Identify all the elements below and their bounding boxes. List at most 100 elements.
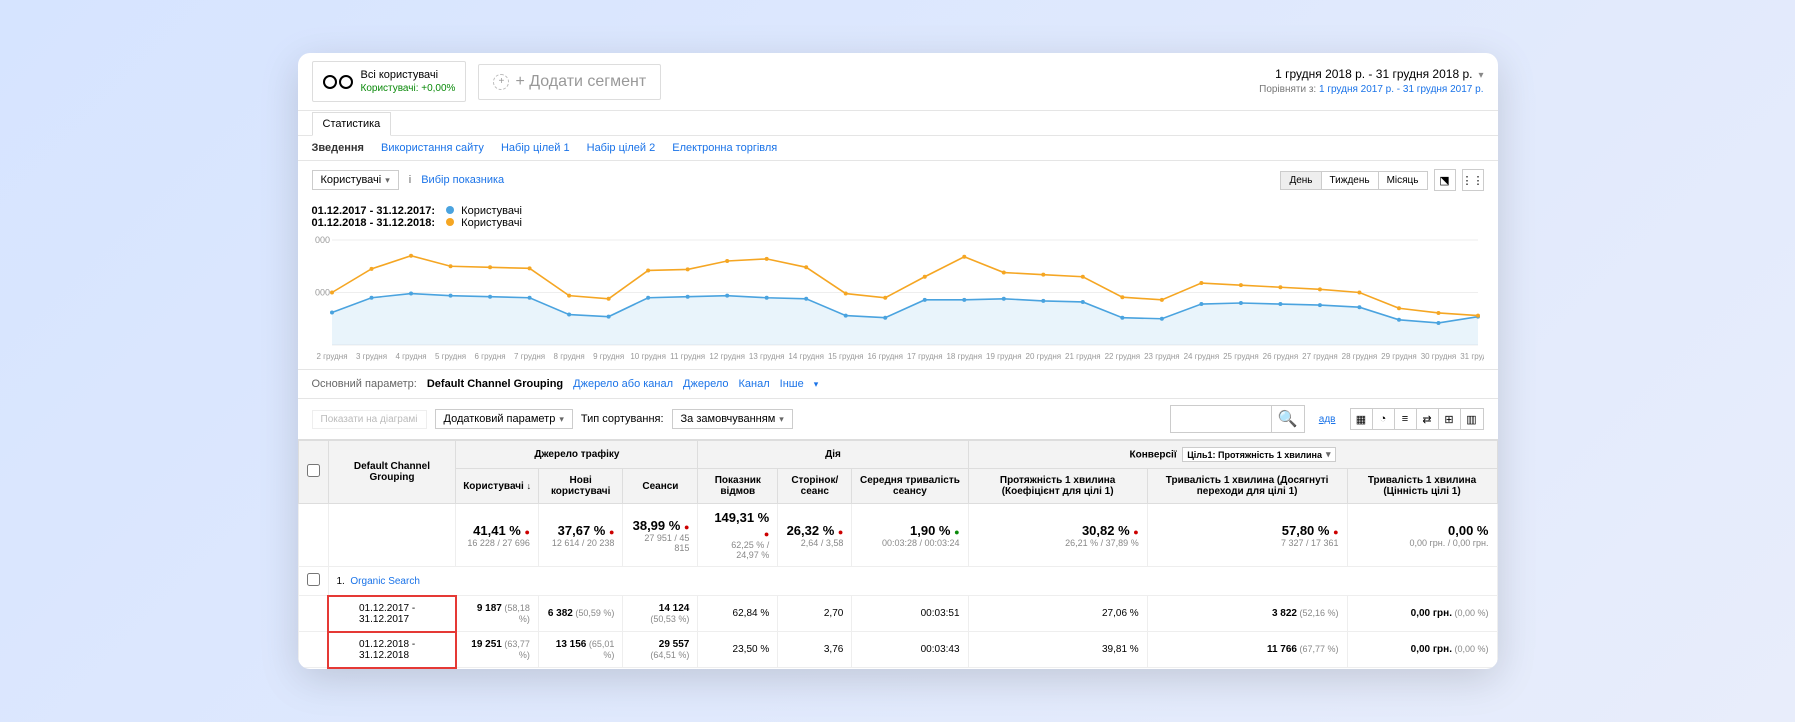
data-cell: 29 557 (64,51 %) bbox=[623, 632, 698, 668]
select-all-checkbox[interactable] bbox=[307, 464, 320, 477]
nav-goals1[interactable]: Набір цілей 1 bbox=[501, 142, 570, 154]
search-input[interactable] bbox=[1171, 410, 1271, 428]
col-header[interactable]: Сторінок/сеанс bbox=[778, 469, 852, 504]
metric-select[interactable]: Вибір показника bbox=[421, 174, 504, 186]
svg-text:30 грудня: 30 грудня bbox=[1420, 352, 1456, 361]
view-cloud-icon[interactable]: ▥ bbox=[1461, 409, 1483, 429]
summary-cell: 0,00 % 0,00 грн. / 0,00 грн. bbox=[1347, 504, 1497, 567]
table-controls: Показати на діаграмі Додатковий параметр… bbox=[298, 399, 1498, 440]
data-cell: 00:03:43 bbox=[852, 632, 968, 668]
svg-text:31 грудня: 31 грудня bbox=[1460, 352, 1484, 361]
secondary-dim-dropdown[interactable]: Додатковий параметр bbox=[435, 409, 573, 429]
svg-text:5 грудня: 5 грудня bbox=[434, 352, 465, 361]
summary-cell: 57,80 % ●7 327 / 17 361 bbox=[1147, 504, 1347, 567]
summary-cell: 1,90 % ●00:03:28 / 00:03:24 bbox=[852, 504, 968, 567]
col-header[interactable]: Тривалість 1 хвилина (Досягнуті переходи… bbox=[1147, 469, 1347, 504]
view-buttons: ▦ ◔ ≡ ⇄ ⊞ ▥ bbox=[1350, 408, 1484, 430]
add-segment-button[interactable]: + + Додати сегмент bbox=[478, 64, 661, 100]
search-icon[interactable]: 🔍 bbox=[1271, 406, 1304, 432]
summary-cell: 41,41 % ●16 228 / 27 696 bbox=[456, 504, 538, 567]
svg-text:21 грудня: 21 грудня bbox=[1065, 352, 1101, 361]
svg-text:8 грудня: 8 грудня bbox=[553, 352, 584, 361]
col-header[interactable]: Протяжність 1 хвилина (Коефіцієнт для ці… bbox=[968, 469, 1147, 504]
svg-text:23 грудня: 23 грудня bbox=[1144, 352, 1180, 361]
time-day[interactable]: День bbox=[1281, 172, 1321, 189]
nav-ecommerce[interactable]: Електронна торгівля bbox=[672, 142, 777, 154]
svg-text:3 грудня: 3 грудня bbox=[355, 352, 386, 361]
data-cell: 3 822 (52,16 %) bbox=[1147, 596, 1347, 632]
svg-text:13 грудня: 13 грудня bbox=[748, 352, 784, 361]
time-month[interactable]: Місяць bbox=[1379, 172, 1427, 189]
svg-text:15 грудня: 15 грудня bbox=[827, 352, 863, 361]
analytics-panel: Всі користувачі Користувачі: +0,00% + + … bbox=[298, 53, 1498, 669]
line-chart: 2 0001 0002 грудня3 грудня4 грудня5 груд… bbox=[312, 235, 1484, 365]
svg-text:27 грудня: 27 грудня bbox=[1302, 352, 1338, 361]
sort-dropdown[interactable]: За замовчуванням bbox=[672, 409, 793, 429]
svg-text:11 грудня: 11 грудня bbox=[670, 352, 705, 361]
svg-text:24 грудня: 24 грудня bbox=[1183, 352, 1219, 361]
segment-box[interactable]: Всі користувачі Користувачі: +0,00% bbox=[312, 61, 467, 102]
data-cell: 11 766 (67,77 %) bbox=[1147, 632, 1347, 668]
svg-text:10 грудня: 10 грудня bbox=[630, 352, 666, 361]
dim-channel[interactable]: Канал bbox=[739, 378, 770, 390]
col-header[interactable]: Середня тривалість сеансу bbox=[852, 469, 968, 504]
col-header[interactable]: Показник відмов bbox=[698, 469, 778, 504]
segment-subtitle: Користувачі: +0,00% bbox=[361, 82, 456, 95]
dim-source-channel[interactable]: Джерело або канал bbox=[573, 378, 673, 390]
goal-dropdown[interactable]: Ціль1: Протяжність 1 хвилина bbox=[1182, 447, 1335, 462]
view-pie-icon[interactable]: ◔ bbox=[1373, 409, 1395, 429]
summary-cell: 38,99 % ●27 951 / 45 815 bbox=[623, 504, 698, 567]
advanced-link[interactable]: адв bbox=[1319, 414, 1336, 425]
col-header[interactable]: Користувачі ↓ bbox=[456, 469, 538, 504]
data-cell: 00:03:51 bbox=[852, 596, 968, 632]
summary-cell: 26,32 % ●2,64 / 3,58 bbox=[778, 504, 852, 567]
metric-dropdown[interactable]: Користувачі bbox=[312, 170, 399, 190]
plot-rows-button: Показати на діаграмі bbox=[312, 410, 427, 429]
dim-other[interactable]: Інше bbox=[780, 378, 804, 390]
chart-type-icon[interactable]: ⬔ bbox=[1434, 169, 1456, 191]
summary-cell: 30,82 % ●26,21 % / 37,89 % bbox=[968, 504, 1147, 567]
data-cell: 0,00 грн. (0,00 %) bbox=[1347, 596, 1497, 632]
row-checkbox[interactable] bbox=[307, 573, 320, 586]
col-header[interactable]: Нові користувачі bbox=[538, 469, 623, 504]
chart-legend: 01.12.2017 - 31.12.2017: Користувачі 01.… bbox=[298, 199, 1498, 235]
svg-text:29 грудня: 29 грудня bbox=[1381, 352, 1417, 361]
svg-text:7 грудня: 7 грудня bbox=[514, 352, 545, 361]
data-cell: 19 251 (63,77 %) bbox=[456, 632, 538, 668]
view-table-icon[interactable]: ▦ bbox=[1351, 409, 1373, 429]
col-header[interactable]: Сеанси bbox=[623, 469, 698, 504]
chart-settings-icon[interactable]: ⋮⋮ bbox=[1462, 169, 1484, 191]
dimension-row: Основний параметр: Default Channel Group… bbox=[298, 369, 1498, 399]
data-cell: 6 382 (50,59 %) bbox=[538, 596, 623, 632]
svg-text:2 грудня: 2 грудня bbox=[316, 352, 347, 361]
svg-text:28 грудня: 28 грудня bbox=[1341, 352, 1377, 361]
data-cell: 39,81 % bbox=[968, 632, 1147, 668]
data-cell: 62,84 % bbox=[698, 596, 778, 632]
time-week[interactable]: Тиждень bbox=[1322, 172, 1379, 189]
tab-stats[interactable]: Статистика bbox=[312, 112, 392, 136]
period-2018-cell: 01.12.2018 - 31.12.2018 bbox=[328, 632, 456, 668]
nav-summary[interactable]: Зведення bbox=[312, 142, 364, 154]
data-table: Default Channel Grouping Джерело трафіку… bbox=[298, 440, 1498, 669]
plus-icon: + bbox=[493, 74, 509, 90]
dim-source[interactable]: Джерело bbox=[683, 378, 728, 390]
data-cell: 14 124 (50,53 %) bbox=[623, 596, 698, 632]
svg-text:14 грудня: 14 грудня bbox=[788, 352, 824, 361]
view-bar-icon[interactable]: ≡ bbox=[1395, 409, 1417, 429]
nav-goals2[interactable]: Набір цілей 2 bbox=[587, 142, 656, 154]
view-compare-icon[interactable]: ⇄ bbox=[1417, 409, 1439, 429]
chevron-down-icon: ▾ bbox=[1478, 69, 1483, 83]
search-box: 🔍 bbox=[1170, 405, 1305, 433]
top-row: Всі користувачі Користувачі: +0,00% + + … bbox=[298, 53, 1498, 111]
data-cell: 0,00 грн. (0,00 %) bbox=[1347, 632, 1497, 668]
date-range-picker[interactable]: 1 грудня 2018 р. - 31 грудня 2018 р.▾ По… bbox=[1259, 66, 1483, 97]
summary-cell: 37,67 % ●12 614 / 20 238 bbox=[538, 504, 623, 567]
legend-dot-orange bbox=[446, 218, 454, 226]
col-header[interactable]: Тривалість 1 хвилина (Цінність цілі 1) bbox=[1347, 469, 1497, 504]
view-pivot-icon[interactable]: ⊞ bbox=[1439, 409, 1461, 429]
svg-text:1 000: 1 000 bbox=[312, 288, 330, 298]
period-2017-cell: 01.12.2017 - 31.12.2017 bbox=[328, 596, 456, 632]
svg-text:4 грудня: 4 грудня bbox=[395, 352, 426, 361]
row-organic-search[interactable]: Organic Search bbox=[350, 576, 419, 587]
nav-usage[interactable]: Використання сайту bbox=[381, 142, 484, 154]
